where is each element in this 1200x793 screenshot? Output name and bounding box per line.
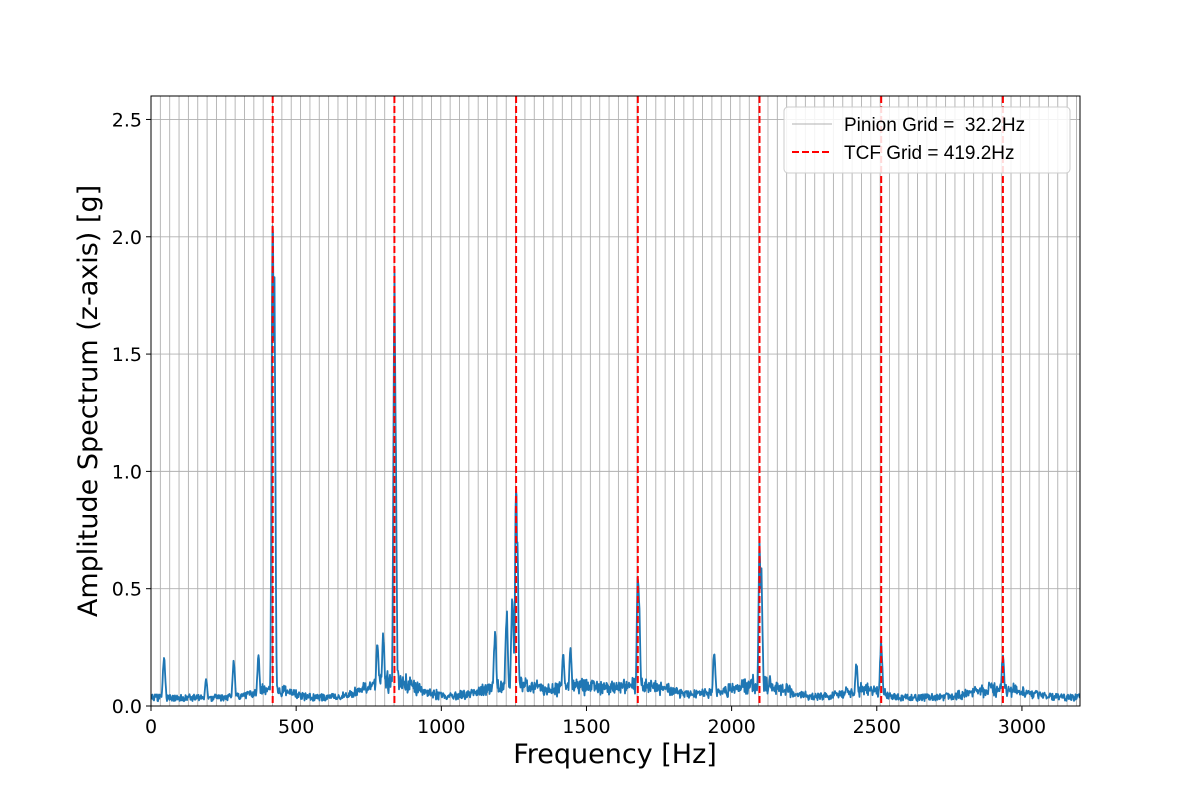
- legend-pinion-label: Pinion Grid = 32.2Hz: [844, 115, 1025, 136]
- legend: Pinion Grid = 32.2Hz TCF Grid = 419.2Hz: [783, 106, 1071, 174]
- spectrum-series: [151, 225, 1080, 703]
- x-tick-label: 500: [278, 716, 314, 738]
- y-tick-label: 2.5: [112, 109, 142, 131]
- x-tick-label: 1000: [417, 716, 465, 738]
- plot-background: [151, 96, 1080, 706]
- y-tick-label: 1.5: [112, 344, 142, 366]
- y-tick-label: 2.0: [112, 227, 142, 249]
- x-tick-label: 1500: [562, 716, 610, 738]
- x-axis-title: Frequency [Hz]: [513, 739, 717, 770]
- x-tick-label: 2500: [853, 716, 901, 738]
- plot-frame: [150, 95, 1081, 707]
- legend-tcf-label: TCF Grid = 419.2Hz: [844, 143, 1015, 164]
- y-axis-ticks: 0.0 0.5 1.0 1.5 2.0 2.5: [112, 109, 151, 718]
- y-tick-label: 0.5: [112, 579, 142, 601]
- y-axis-title: Amplitude Spectrum (z-axis) [g]: [73, 185, 104, 617]
- x-tick-label: 0: [145, 716, 157, 738]
- x-tick-label: 2000: [707, 716, 755, 738]
- spectrum-line: [151, 225, 1080, 703]
- y-tick-label: 0.0: [112, 696, 142, 718]
- y-tick-label: 1.0: [112, 461, 142, 483]
- tcf-grid-lines: [271, 96, 1004, 706]
- x-tick-label: 3000: [998, 716, 1046, 738]
- legend-box: [783, 106, 1071, 174]
- x-axis-ticks: 0 500 1000 1500 2000 2500 3000: [145, 706, 1046, 738]
